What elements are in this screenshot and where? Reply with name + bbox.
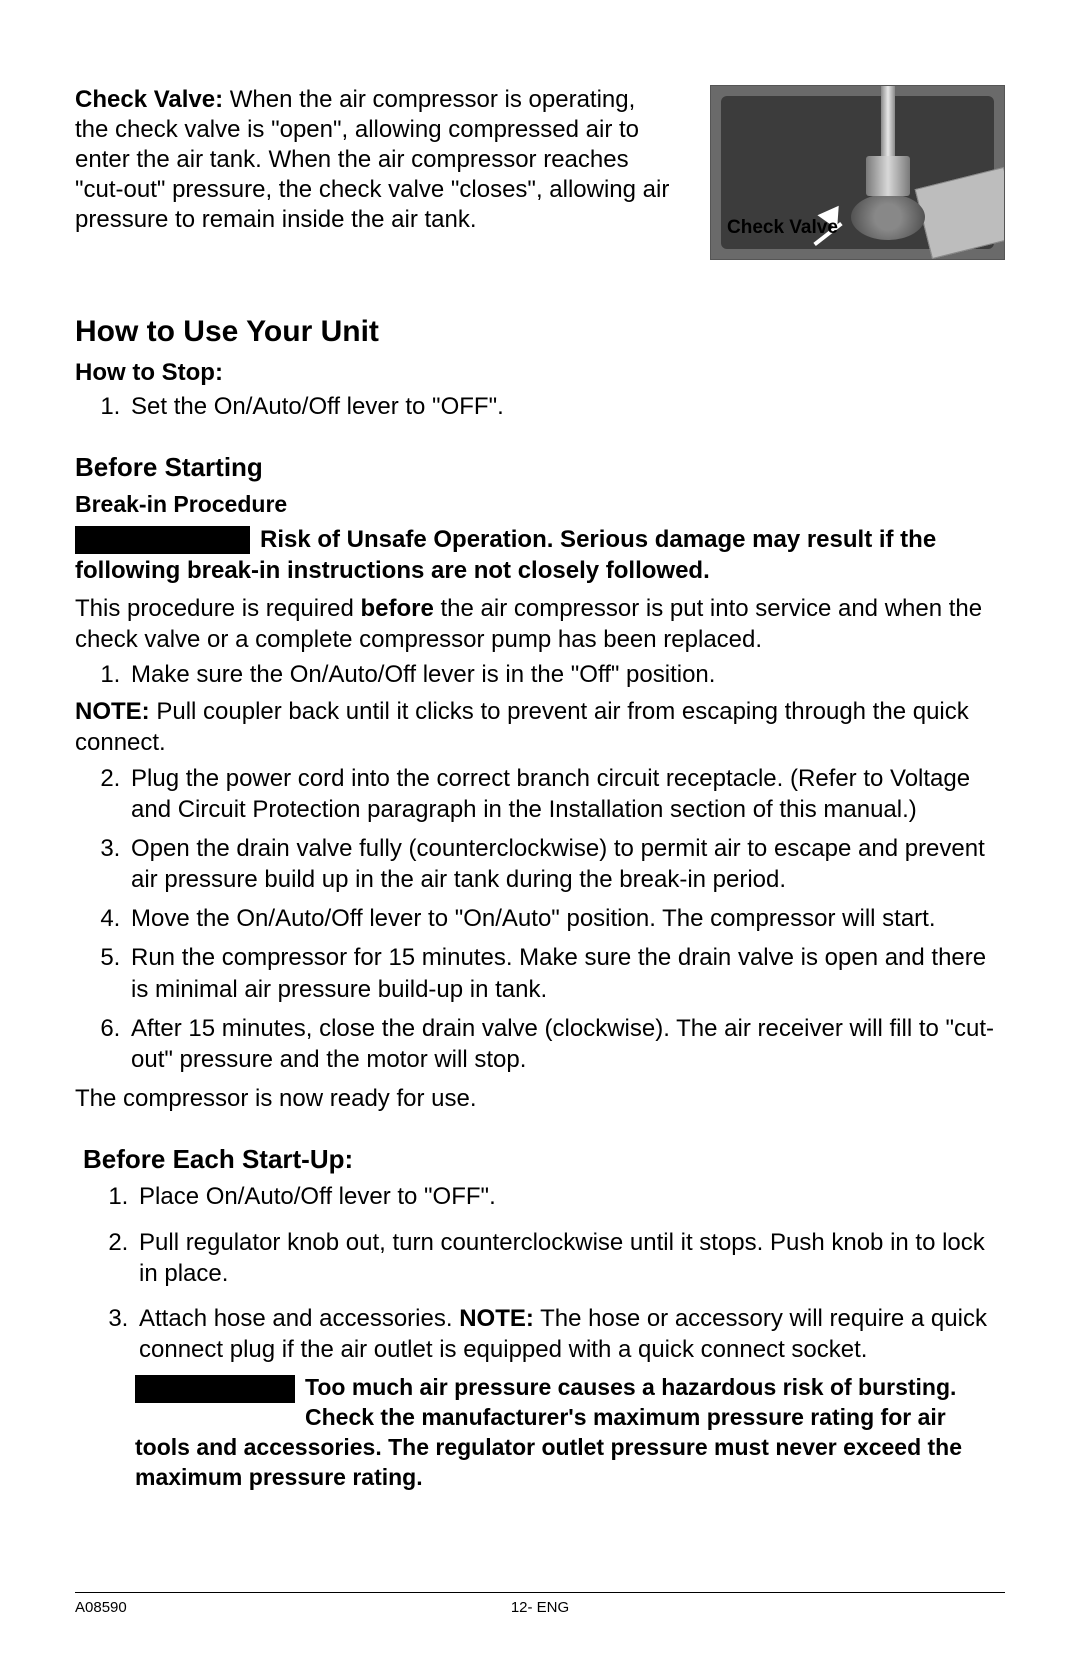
step3-a: Attach hose and accessories. bbox=[139, 1305, 459, 1332]
break-in-heading: Break-in Procedure bbox=[75, 491, 1005, 518]
break-in-warning: Risk of Unsafe Operation. Serious damage… bbox=[75, 524, 1005, 586]
break-in-list-2: Plug the power cord into the correct bra… bbox=[75, 763, 1005, 1076]
doc-number: A08590 bbox=[75, 1599, 127, 1616]
list-item: Place On/Auto/Off lever to "OFF". bbox=[135, 1181, 1005, 1212]
valve-nut-shape bbox=[866, 156, 910, 196]
before-each-title: Before Each Start-Up: bbox=[83, 1144, 1005, 1175]
before-each-list: Place On/Auto/Off lever to "OFF". Pull r… bbox=[83, 1181, 1005, 1365]
check-valve-image: Check Valve bbox=[710, 85, 1005, 260]
check-valve-section: Check Valve: When the air compressor is … bbox=[75, 85, 1005, 265]
list-item: Open the drain valve fully (counterclock… bbox=[127, 833, 1005, 895]
list-item: Plug the power cord into the correct bra… bbox=[127, 763, 1005, 825]
list-item: Set the On/Auto/Off lever to "OFF". bbox=[127, 391, 1005, 422]
warning-block-icon bbox=[135, 1375, 295, 1403]
break-in-closing: The compressor is now ready for use. bbox=[75, 1083, 1005, 1114]
how-to-stop-heading: How to Stop: bbox=[75, 359, 1005, 387]
valve-shaft-shape bbox=[881, 86, 895, 156]
valve-base-shape bbox=[851, 194, 925, 240]
break-in-list-1: Make sure the On/Auto/Off lever is in th… bbox=[75, 659, 1005, 690]
before-starting-title: Before Starting bbox=[75, 452, 1005, 483]
note-label: NOTE: bbox=[75, 698, 150, 725]
list-item: Pull regulator knob out, turn counterclo… bbox=[135, 1227, 1005, 1289]
check-valve-heading: Check Valve: bbox=[75, 86, 223, 113]
page-number: 12- ENG bbox=[511, 1599, 569, 1616]
list-item: Attach hose and accessories. NOTE: The h… bbox=[135, 1303, 1005, 1365]
how-to-stop-list: Set the On/Auto/Off lever to "OFF". bbox=[75, 391, 1005, 422]
warning-block-icon bbox=[75, 526, 250, 554]
pressure-warning: Too much air pressure causes a hazardous… bbox=[135, 1373, 1005, 1493]
list-item: Move the On/Auto/Off lever to "On/Auto" … bbox=[127, 903, 1005, 934]
list-item: Run the compressor for 15 minutes. Make … bbox=[127, 942, 1005, 1004]
check-valve-text: Check Valve: When the air compressor is … bbox=[75, 85, 675, 235]
list-item: After 15 minutes, close the drain valve … bbox=[127, 1013, 1005, 1075]
manual-page: Check Valve: When the air compressor is … bbox=[75, 85, 1005, 1493]
page-footer: A08590 12- ENG bbox=[75, 1592, 1005, 1599]
break-in-note: NOTE: Pull coupler back until it clicks … bbox=[75, 696, 1005, 758]
check-valve-image-label: Check Valve bbox=[727, 217, 838, 239]
break-in-intro: This procedure is required before the ai… bbox=[75, 593, 1005, 655]
intro-before: This procedure is required bbox=[75, 595, 360, 622]
intro-bold: before bbox=[360, 595, 433, 622]
how-to-use-title: How to Use Your Unit bbox=[75, 315, 1005, 349]
note-text: Pull coupler back until it clicks to pre… bbox=[75, 698, 969, 756]
list-item: Make sure the On/Auto/Off lever is in th… bbox=[127, 659, 1005, 690]
step3-note-label: NOTE: bbox=[459, 1305, 534, 1332]
